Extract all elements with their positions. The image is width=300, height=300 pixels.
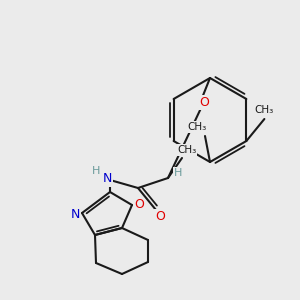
Text: H: H xyxy=(174,168,182,178)
Text: O: O xyxy=(134,199,144,212)
Text: CH₃: CH₃ xyxy=(188,122,207,132)
Text: H: H xyxy=(92,166,100,176)
Text: CH₃: CH₃ xyxy=(177,145,196,155)
Text: N: N xyxy=(70,208,80,220)
Text: O: O xyxy=(155,209,165,223)
Text: O: O xyxy=(199,95,209,109)
Text: N: N xyxy=(102,172,112,185)
Text: CH₃: CH₃ xyxy=(255,105,274,115)
